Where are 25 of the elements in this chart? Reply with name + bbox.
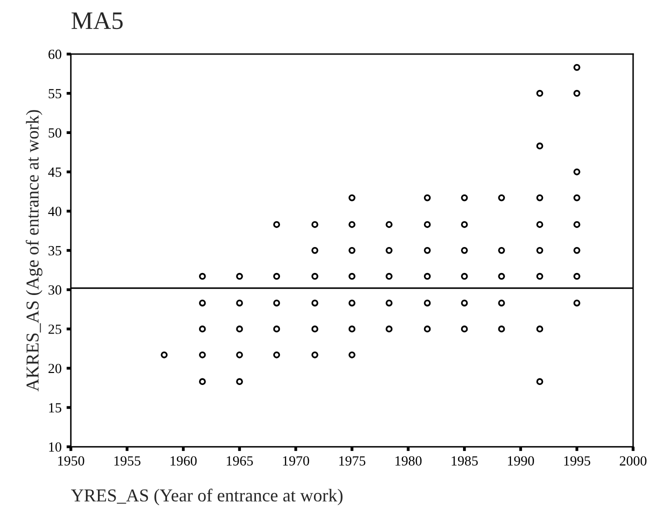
y-tick-label: 35 [48,246,62,256]
y-tick-label: 15 [49,403,62,412]
y-tick-label: 10 [49,442,62,452]
x-tick-label: 1990 [508,456,534,466]
y-tick-label: 20 [48,364,62,374]
y-tick-label: 50 [48,128,62,138]
x-tick-label: 1995 [564,456,590,466]
chart-title: MA5 [72,12,123,30]
y-axis-title: AKRES_AS (Age of entrance at work) [26,110,42,392]
x-tick-label: 1980 [396,456,422,466]
y-tick-label: 60 [48,50,62,60]
x-tick-label: 1950 [58,456,84,466]
y-tick-label: 40 [48,206,62,216]
x-tick-label: 1965 [226,456,253,466]
x-tick-label: 1970 [283,456,310,466]
x-tick-label: 1960 [170,456,197,466]
y-tick-label: 55 [48,89,62,98]
x-tick-label: 1985 [452,456,478,466]
y-tick-label: 30 [48,285,62,295]
x-tick-label: 2000 [620,456,646,466]
x-tick-label: 1955 [114,456,140,466]
y-tick-label: 25 [48,324,62,334]
x-tick-label: 1975 [339,456,366,466]
x-axis-title: YRES_AS (Year of entrance at work) [71,488,343,506]
y-tick-label: 45 [48,168,62,177]
